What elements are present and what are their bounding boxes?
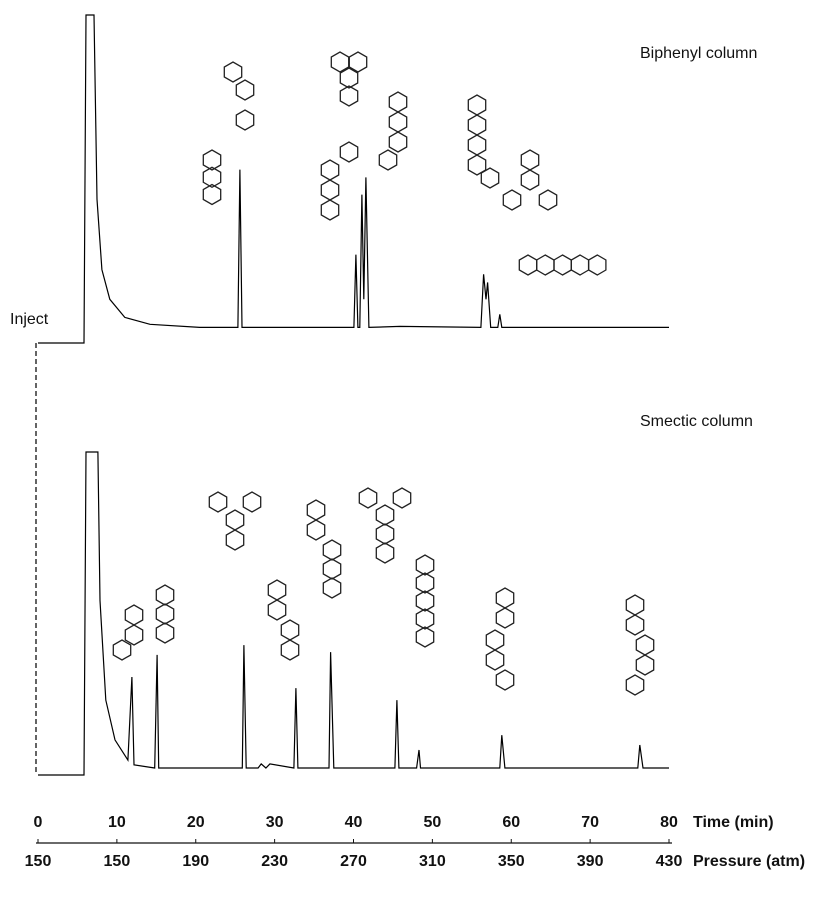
ring [635,654,655,676]
x2-tick-label: 270 [340,853,367,870]
x-tick-label: 80 [660,814,678,831]
ring [467,154,487,176]
x2-tick-label: 150 [25,853,52,870]
ring [267,579,287,601]
ring [467,114,487,136]
ring [388,111,408,133]
ring [155,584,175,606]
ring [502,189,522,211]
series-label: Smectic column [640,413,753,430]
ring [235,79,255,101]
ring [242,491,262,513]
ring [520,149,540,171]
ring [495,607,515,629]
ring [322,539,342,561]
ring [322,558,342,580]
ring [306,519,326,541]
ring [587,254,607,276]
ring [320,199,340,221]
ring [306,499,326,521]
ring [267,599,287,621]
ring [495,669,515,691]
ring [538,189,558,211]
ring [467,94,487,116]
ring [112,639,132,661]
x-tick-label: 50 [423,814,441,831]
ring [518,254,538,276]
ring [280,619,300,641]
ring [635,634,655,656]
inject-label: Inject [10,311,49,328]
ring [223,61,243,83]
ring [495,587,515,609]
ring [415,554,435,576]
ring [415,572,435,594]
x-tick-label: 70 [581,814,599,831]
ring [378,149,398,171]
ring [225,529,245,551]
ring [155,603,175,625]
x-tick-label: 30 [266,814,284,831]
ring [339,67,359,89]
ring [480,167,500,189]
ring [375,504,395,526]
ring [348,51,368,73]
ring [415,590,435,612]
x2-tick-label: 190 [182,853,209,870]
x-tick-label: 0 [34,814,43,831]
x2-tick-label: 230 [261,853,288,870]
ring [388,91,408,113]
ring [155,622,175,644]
ring [467,134,487,156]
ring [225,509,245,531]
ring [415,608,435,630]
x-axis-title: Time (min) [693,814,774,831]
x2-tick-label: 350 [498,853,525,870]
ring [392,487,412,509]
trace [38,14,669,344]
ring [536,254,555,276]
ring [625,614,645,636]
ring [320,179,340,201]
ring [375,523,395,545]
ring [358,487,378,509]
ring [202,149,222,171]
trace [38,451,669,776]
ring [124,624,144,646]
ring [280,639,300,661]
ring [570,254,590,276]
ring [415,626,435,648]
x-tick-label: 20 [187,814,205,831]
ring [485,649,505,671]
ring [625,594,645,616]
x-tick-label: 40 [345,814,363,831]
x2-tick-label: 430 [656,853,683,870]
x-tick-label: 10 [108,814,126,831]
x2-tick-label: 310 [419,853,446,870]
x2-axis-title: Pressure (atm) [693,853,805,870]
ring [235,109,255,131]
ring [339,85,359,107]
ring [124,604,144,626]
ring [339,141,359,163]
ring [375,542,395,564]
ring [322,577,342,599]
ring [320,159,340,181]
ring [388,131,408,153]
series-label: Biphenyl column [640,45,757,62]
ring [520,169,540,191]
ring [208,491,228,513]
ring [625,674,645,696]
ring [553,254,572,276]
x2-tick-label: 150 [104,853,131,870]
ring [202,166,222,189]
structures [112,51,655,696]
ring [485,629,505,651]
x2-tick-label: 390 [577,853,604,870]
ring [202,183,222,206]
x-tick-label: 60 [502,814,520,831]
